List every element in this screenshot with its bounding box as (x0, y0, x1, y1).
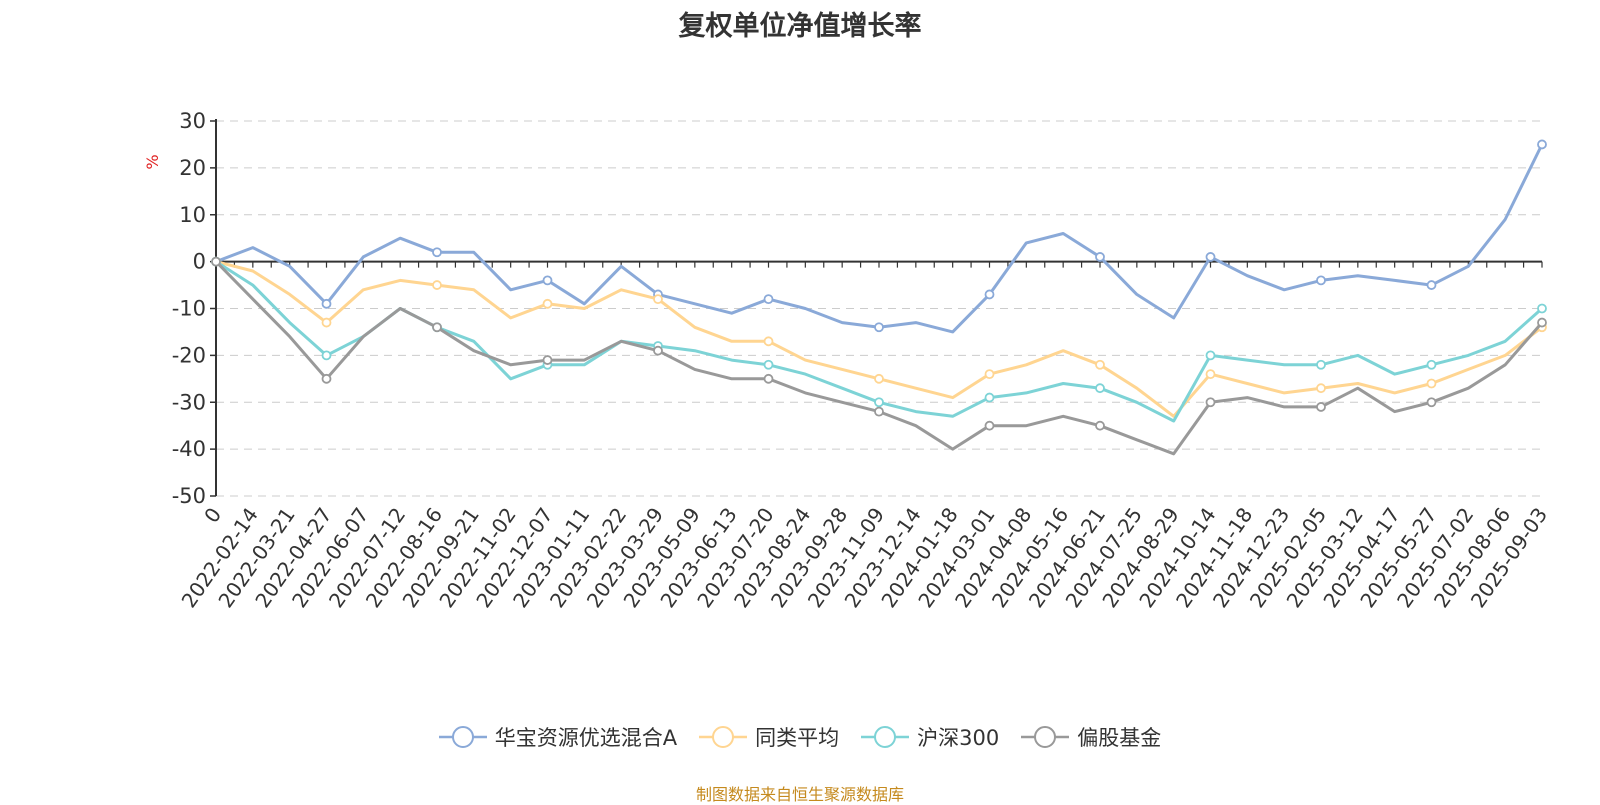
source-note: 制图数据来自恒生聚源数据库 (695, 785, 904, 804)
data-point (763, 359, 774, 370)
data-point (984, 289, 995, 300)
legend-label: 偏股基金 (1077, 726, 1162, 750)
legend-item-2[interactable]: 沪深300 (861, 722, 999, 752)
data-point (542, 355, 553, 365)
data-point (1537, 139, 1547, 150)
legend-swatch-icon (1021, 726, 1070, 748)
data-point (1205, 252, 1216, 262)
chart-title: 复权单位净值增长率 (678, 11, 922, 42)
data-point (1205, 350, 1216, 361)
data-point (763, 336, 774, 347)
legend: 华宝资源优选混合A 同类平均 沪深300 偏股基金 (0, 722, 1600, 752)
data-point (1537, 303, 1547, 314)
data-point (1426, 280, 1437, 290)
data-point (1205, 369, 1216, 380)
data-point (1316, 383, 1326, 394)
legend-swatch-icon (438, 726, 487, 748)
data-point (984, 392, 995, 403)
data-point (432, 322, 442, 333)
y-tick-label: 0 (193, 250, 206, 274)
data-point (1205, 397, 1216, 408)
legend-swatch-icon (861, 726, 910, 748)
data-point (321, 298, 332, 309)
legend-swatch-icon (699, 726, 748, 748)
legend-label: 沪深300 (917, 726, 1000, 750)
series-line-1 (214, 260, 1544, 418)
legend-item-1[interactable]: 同类平均 (699, 722, 839, 752)
data-point (1316, 402, 1326, 412)
grid-lines (216, 120, 1542, 497)
data-point (653, 294, 663, 305)
data-point (1316, 359, 1326, 370)
data-point (984, 369, 995, 380)
data-point (874, 406, 884, 417)
y-tick-label: -50 (172, 484, 206, 508)
data-point (211, 256, 221, 267)
series-lines (211, 139, 1547, 456)
legend-label: 华宝资源优选混合A (494, 726, 678, 750)
legend-label: 同类平均 (755, 726, 840, 750)
data-point (1095, 383, 1105, 394)
data-point (653, 345, 663, 356)
y-tick-label: -40 (172, 437, 206, 461)
legend-item-3[interactable]: 偏股基金 (1021, 722, 1161, 752)
y-tick-label: 30 (179, 109, 206, 133)
legend-item-0[interactable]: 华宝资源优选混合A (438, 722, 678, 752)
data-point (432, 280, 442, 290)
data-point (984, 420, 995, 431)
data-point (432, 247, 442, 258)
data-point (1426, 397, 1437, 408)
data-point (763, 373, 774, 384)
y-tick-label: -30 (172, 390, 206, 414)
data-point (763, 294, 774, 305)
data-point (1537, 317, 1547, 328)
data-point (1426, 378, 1437, 389)
data-point (874, 373, 884, 384)
data-point (1426, 359, 1437, 370)
data-point (542, 298, 553, 309)
data-point (321, 373, 332, 384)
data-point (321, 350, 332, 361)
data-point (1095, 359, 1105, 370)
y-tick-label: 20 (179, 156, 206, 180)
series-line-0 (214, 142, 1544, 334)
y-tick-label: 10 (179, 203, 206, 227)
y-axis-label: % (143, 154, 162, 169)
data-point (874, 397, 884, 408)
y-tick-label: -20 (172, 343, 206, 367)
data-point (542, 275, 553, 286)
data-point (1095, 252, 1105, 262)
axes (210, 119, 1543, 497)
data-point (874, 322, 884, 333)
data-point (321, 317, 332, 328)
data-point (1316, 275, 1326, 286)
data-point (1095, 420, 1105, 431)
x-tick-label: 0 (199, 503, 226, 527)
y-tick-label: -10 (172, 297, 206, 321)
